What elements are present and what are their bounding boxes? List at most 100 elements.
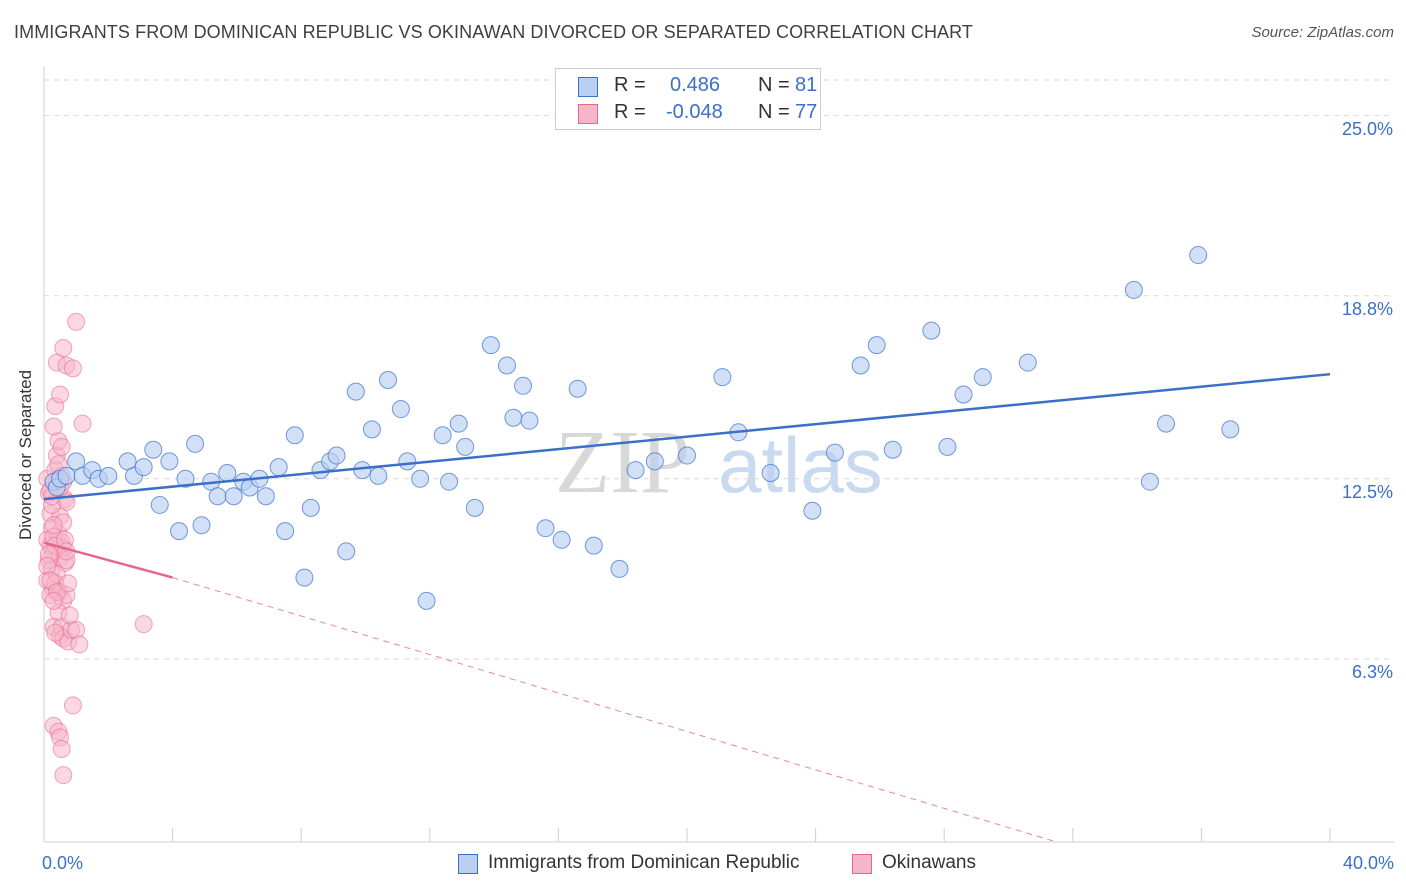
legend-n-label: N = (758, 74, 790, 96)
dominican-point (1018, 353, 1037, 372)
okinawan-point (59, 574, 78, 593)
okinawan-point (38, 556, 57, 575)
dominican-point (1221, 420, 1240, 439)
dominican-point (57, 466, 76, 485)
dominican-point (362, 420, 381, 439)
dominican-point (144, 440, 163, 459)
dominican-point (504, 408, 523, 427)
okinawan-point (52, 740, 71, 759)
dominican-point (433, 426, 452, 445)
y-tick-label: 6.3% (1351, 661, 1393, 682)
dominican-point (417, 591, 436, 610)
dominican-point (1189, 246, 1208, 265)
dominican-point (938, 437, 957, 456)
dominican-point (411, 469, 430, 488)
dominican-point (276, 522, 295, 541)
okinawan-point (52, 437, 71, 456)
okinawan-point (134, 615, 153, 634)
series-legend: Immigrants from Dominican Republic Okina… (0, 852, 1406, 878)
chart-title: IMMIGRANTS FROM DOMINICAN REPUBLIC VS OK… (14, 22, 974, 42)
source-label: Source: ZipAtlas.com (1251, 24, 1394, 41)
okinawan-point (63, 359, 82, 378)
legend-swatch-blue (578, 77, 598, 97)
okinawan-point (44, 417, 63, 436)
dominican-point (481, 336, 500, 355)
dominican-point (398, 452, 417, 471)
legend-r-label: R = (614, 74, 646, 96)
dominican-point (134, 458, 153, 477)
dominican-point (803, 501, 822, 520)
dominican-point (337, 542, 356, 561)
dominican-point (186, 434, 205, 453)
y-tick-label: 12.5% (1341, 481, 1393, 502)
okinawan-point (63, 696, 82, 715)
legend-r-value: 0.486 (670, 74, 721, 96)
dominican-point (176, 469, 195, 488)
okinawan-point (67, 312, 86, 331)
dominican-point (1157, 414, 1176, 433)
okinawans-points (38, 312, 153, 785)
watermark: ZIP atlas (555, 413, 883, 512)
dominican-point (536, 519, 555, 538)
dominican-point (552, 530, 571, 549)
dominican-point (867, 336, 886, 355)
okinawan-point (73, 414, 92, 433)
legend-swatch-pink (578, 104, 598, 124)
okinawan-trend-extension (172, 577, 1057, 843)
dominican-point (369, 466, 388, 485)
legend-swatch-blue (458, 854, 478, 874)
dominican-point (150, 495, 169, 514)
dominican-point (1124, 280, 1143, 299)
okinawan-point (46, 623, 65, 642)
dominican-point (678, 446, 696, 465)
dominican-point (514, 376, 533, 395)
dominican-point (497, 356, 516, 375)
dominican-point (99, 466, 118, 485)
x-tick-label: 40.0% (1342, 853, 1394, 873)
dominican-point (269, 458, 288, 477)
dominican-point (256, 487, 275, 506)
dominican-point (851, 356, 870, 375)
dominican-point (825, 443, 844, 462)
axes (43, 66, 1394, 843)
dominican-point (973, 368, 992, 387)
legend-n-label: N = (758, 101, 790, 123)
watermark-zip: ZIP (555, 413, 690, 512)
dominican-point (295, 568, 314, 587)
dominican-point (883, 440, 902, 459)
y-axis-label: Divorced or Separated (16, 369, 35, 541)
dominican-point (346, 382, 365, 401)
dominican-trend-line (43, 372, 1331, 501)
legend-label-dominican: Immigrants from Dominican Republic (488, 852, 800, 873)
dominican-point (208, 487, 227, 506)
dominican-point (218, 463, 237, 482)
dominican-point (645, 452, 664, 471)
y-tick-label: 18.8% (1341, 298, 1393, 319)
dominican-point (285, 426, 304, 445)
legend-n-value: 81 (795, 74, 818, 96)
dominican-point (379, 371, 398, 389)
dominican-point (761, 463, 780, 482)
okinawan-point (44, 591, 63, 610)
x-tick-label: 0.0% (42, 853, 84, 873)
legend-r-value: -0.048 (666, 101, 723, 123)
okinawan-trend-line (43, 541, 173, 579)
dominican-point (192, 516, 211, 535)
trend-lines (43, 372, 1331, 843)
y-tick-label: 25.0% (1341, 118, 1393, 139)
okinawan-point (60, 606, 79, 625)
dominican-point (160, 452, 179, 471)
dominican-point (327, 446, 346, 465)
dominican-point (449, 414, 468, 433)
dominican-point (922, 321, 941, 340)
dominican-point (520, 411, 539, 430)
okinawan-point (44, 516, 63, 535)
dominican-point (456, 437, 475, 456)
correlation-legend: R = 0.486 N = 81 R = -0.048 N = 77 (555, 68, 821, 130)
dominican-points (44, 246, 1240, 610)
dominican-point (713, 368, 732, 387)
dominican-point (610, 559, 629, 578)
okinawan-point (54, 339, 73, 358)
okinawan-point (54, 766, 73, 785)
